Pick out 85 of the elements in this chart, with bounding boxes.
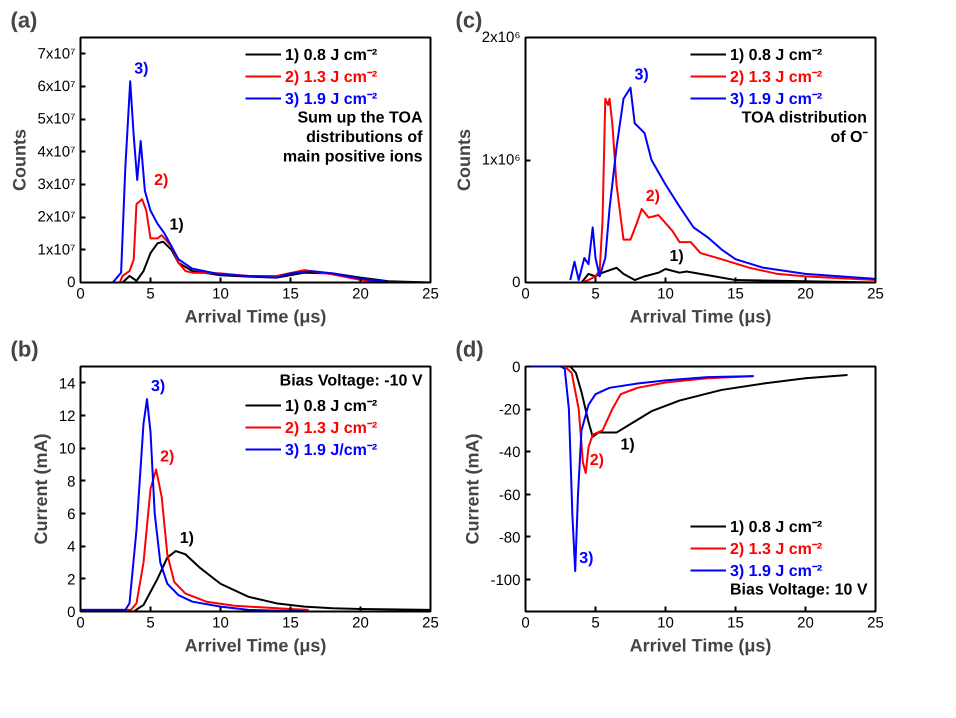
annotation: Bias Voltage: -10 V — [280, 372, 423, 390]
y-tick-label: 10 — [58, 440, 76, 458]
x-tick-label: 10 — [657, 286, 674, 302]
legend-label: 1) 0.8 J cm⁻² — [285, 46, 378, 65]
x-tick-label: 15 — [282, 286, 299, 302]
y-tick-label: 2x10⁷ — [38, 208, 76, 226]
x-tick-label: 5 — [591, 286, 600, 302]
y-tick-label: 12 — [58, 408, 76, 425]
y-tick-label: 2 — [67, 571, 76, 588]
x-tick-label: 5 — [146, 614, 155, 632]
y-tick-label: 5x10⁷ — [38, 110, 76, 128]
y-tick-label: 2x10⁶ — [482, 29, 520, 46]
y-tick-label: 14 — [58, 375, 76, 392]
y-axis-title: Counts — [10, 128, 30, 191]
x-tick-label: 20 — [797, 614, 814, 632]
x-axis-title: Arrival Time (μs) — [184, 306, 326, 326]
y-tick-label: 1x10⁷ — [38, 241, 76, 258]
legend-label: 1) 0.8 J cm⁻² — [285, 397, 378, 416]
legend-label: 3) 1.9 J/cm⁻² — [285, 441, 378, 460]
y-tick-label: 6 — [67, 506, 76, 523]
annotation: 1) — [180, 530, 194, 548]
y-tick-label: 0 — [67, 274, 76, 291]
y-tick-label: 6x10⁷ — [38, 78, 76, 95]
annotation: 2) — [154, 172, 168, 190]
x-axis-title: Arrivel Time (μs) — [184, 636, 326, 656]
x-tick-label: 20 — [797, 286, 814, 302]
annotation: Sum up the TOA distributions of main positive ions — [282, 110, 424, 166]
y-axis-title: Counts — [454, 128, 474, 191]
annotation: 3) — [151, 378, 166, 396]
x-tick-label: 25 — [422, 614, 439, 632]
chart-title: (c) — [456, 8, 482, 32]
x-tick-label: 15 — [282, 614, 299, 632]
y-tick-label: 7x10⁷ — [38, 45, 76, 62]
legend-label: 3) 1.9 J cm⁻² — [285, 90, 378, 109]
x-tick-label: 5 — [591, 614, 600, 632]
y-tick-label: 4x10⁷ — [38, 143, 76, 160]
legend-label: 1) 0.8 J cm⁻² — [730, 518, 822, 537]
annotation: 1) — [620, 436, 635, 454]
y-tick-label: 0 — [67, 604, 76, 621]
y-axis-title: Current (mA) — [30, 433, 51, 544]
y-tick-label: -80 — [498, 529, 521, 546]
x-tick-label: 15 — [727, 286, 744, 302]
y-tick-label: -60 — [498, 486, 521, 504]
annotation: 2) — [646, 188, 660, 205]
x-tick-label: 10 — [212, 614, 229, 632]
legend-label: 3) 1.9 J cm⁻² — [730, 90, 822, 109]
legend-label: 3) 1.9 J cm⁻² — [730, 562, 822, 581]
y-axis-title: Current (mA) — [462, 433, 482, 544]
x-tick-label: 10 — [657, 614, 674, 632]
x-axis-title: Arrival Time (μs) — [630, 306, 772, 326]
annotation: TOA distribution of O⁻ — [742, 110, 868, 146]
x-tick-label: 10 — [212, 286, 229, 302]
x-tick-label: 25 — [867, 614, 884, 632]
annotation: 2) — [160, 448, 174, 466]
legend-label: 2) 1.3 J cm⁻² — [730, 540, 822, 559]
legend-label: 2) 1.3 J cm⁻² — [730, 68, 822, 87]
annotation: Bias Voltage: 10 V — [730, 582, 868, 598]
chart-title: (a) — [10, 8, 38, 32]
chart-title: (d) — [456, 336, 484, 362]
x-axis-title: Arrivel Time (μs) — [630, 636, 772, 656]
y-tick-label: 1x10⁶ — [482, 152, 520, 168]
annotation: 3) — [134, 60, 148, 78]
y-tick-label: 0 — [512, 359, 520, 376]
y-tick-label: 3x10⁷ — [38, 176, 76, 193]
annotation: 3) — [634, 66, 649, 84]
x-tick-label: 15 — [727, 614, 744, 632]
chart-title: (b) — [10, 336, 39, 362]
legend-label: 2) 1.3 J cm⁻² — [285, 68, 378, 87]
annotation: 1) — [670, 248, 684, 266]
x-tick-label: 20 — [352, 286, 369, 302]
legend-label: 2) 1.3 J cm⁻² — [285, 419, 378, 438]
x-tick-label: 25 — [867, 286, 884, 302]
y-tick-label: 8 — [67, 473, 76, 490]
y-tick-label: -40 — [498, 444, 521, 462]
x-tick-label: 20 — [352, 614, 369, 632]
y-tick-label: 0 — [512, 274, 520, 291]
annotation: 2) — [590, 452, 604, 470]
annotation: 3) — [579, 550, 594, 568]
y-tick-label: -100 — [490, 572, 521, 590]
y-tick-label: -20 — [498, 402, 521, 419]
legend-label: 1) 0.8 J cm⁻² — [730, 46, 822, 65]
x-tick-label: 25 — [422, 286, 439, 302]
annotation: 1) — [170, 216, 184, 234]
x-tick-label: 5 — [146, 286, 155, 302]
y-tick-label: 4 — [67, 538, 76, 556]
